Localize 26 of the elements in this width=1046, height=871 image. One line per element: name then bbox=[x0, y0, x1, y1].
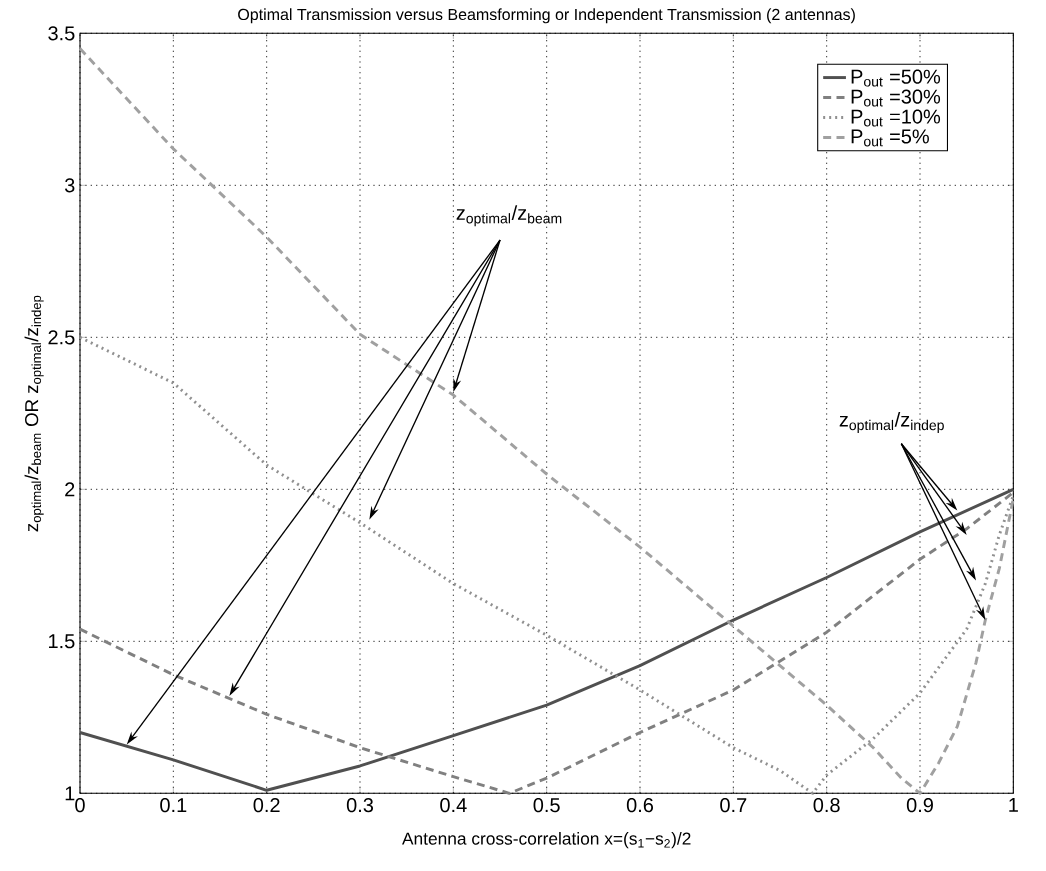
legend-label: P$_{out}$ =10% bbox=[851, 109, 941, 127]
y-tick-label: 1 bbox=[65, 786, 75, 801]
x-tick-label: 0.5 bbox=[533, 798, 560, 813]
legend-label: P$_{out}$ =30% bbox=[851, 89, 941, 107]
x-tick-label: 0.1 bbox=[160, 798, 187, 813]
y-axis-title: z$_{optimal}$/z$_{beam}$ OR z$_{optimal}$/z$_{indep}$ bbox=[24, 295, 44, 532]
legend-label: P$_{out}$ =5% bbox=[851, 129, 929, 147]
x-tick-label: 0.4 bbox=[440, 798, 467, 813]
legend-label: P$_{out}$ =50% bbox=[851, 69, 941, 87]
y-tick-label: 2 bbox=[65, 482, 75, 497]
annotation: z$_{optimal}$/z$_{beam}$ bbox=[456, 205, 562, 227]
chart-title: Optimal Transmission versus Beamsforming or Independent Transmission (2 antennas) bbox=[238, 8, 855, 24]
x-tick-label: 0.6 bbox=[626, 798, 654, 813]
y-tick-label: 3.5 bbox=[48, 26, 75, 41]
x-tick-label: 0.7 bbox=[720, 798, 747, 813]
x-tick-label: 0.8 bbox=[813, 798, 840, 813]
x-tick-label: 0 bbox=[75, 798, 85, 813]
y-tick-label: 2.5 bbox=[48, 330, 75, 345]
x-tick-label: 0.2 bbox=[253, 798, 280, 813]
annotation: z$_{optimal}$/z$_{indep}$ bbox=[839, 412, 944, 434]
x-tick-label: 1 bbox=[1009, 798, 1018, 812]
x-tick-label: 0.9 bbox=[906, 798, 933, 813]
x-axis-title: Antenna cross-correlation x=(s$_{1}$−s$_{2}$)/2 bbox=[402, 832, 691, 849]
y-tick-label: 1.5 bbox=[49, 634, 75, 649]
y-tick-label: 3 bbox=[64, 178, 75, 193]
x-tick-label: 0.3 bbox=[346, 798, 374, 813]
